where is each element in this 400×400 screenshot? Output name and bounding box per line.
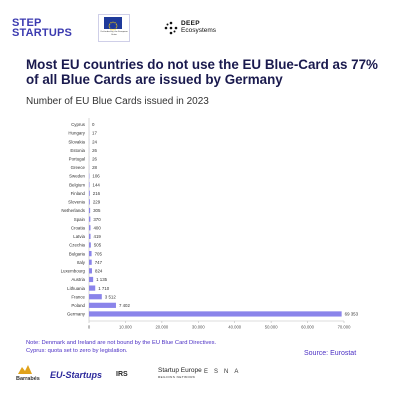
data-label: 229 [93,200,101,205]
data-label: 305 [93,208,101,213]
category-label: Slovenia [68,200,85,205]
category-label: Luxembourg [61,269,86,274]
x-tick-label: 0 [88,325,91,330]
category-label: Cyprus [71,122,86,127]
category-label: Sweden [69,174,85,179]
eu-flag-icon [104,17,122,31]
category-label: Austria [71,277,85,282]
category-label: Hungary [68,131,85,136]
data-label: 400 [93,225,101,230]
bar [89,216,91,222]
data-label: 1 710 [98,286,110,291]
partner-logos: Barrabés EU-Startups IRS Startup Europe … [0,362,400,392]
data-label: 106 [92,174,100,179]
category-label: Netherlands [61,208,85,213]
data-label: 0 [92,122,95,127]
barrabes-mark-icon [18,365,32,374]
deep-word: DEEP [181,20,200,27]
category-label: Latvia [73,234,85,239]
data-label: 24 [92,139,97,144]
data-label: 505 [94,243,102,248]
category-label: France [71,294,85,299]
bar [89,199,90,205]
data-label: 17 [92,131,97,136]
logo-line-2: STARTUPS [12,27,73,39]
data-label: 7 402 [119,303,131,308]
category-label: Greece [71,165,86,170]
category-label: Italy [77,260,86,265]
data-label: 28 [92,165,97,170]
bar [89,311,342,317]
category-label: Bulgaria [69,251,86,256]
data-label: 1 135 [96,277,108,282]
chart-subtitle: Number of EU Blue Cards issued in 2023 [26,96,209,107]
footnote: Note: Denmark and Ireland are not bound … [26,340,217,354]
eu-caption: Co-funded by the European Union [100,31,128,36]
category-label: Poland [71,303,85,308]
deep-ecosystems-logo: DEEP Ecosystems [181,20,216,34]
ecosystems-word: Ecosystems [181,27,217,34]
startup-europe-logo: Startup Europe REGIONS NETWORK [158,367,202,380]
data-label: 69 353 [345,312,359,317]
barrabes-logo: Barrabés [16,376,40,382]
category-label: Estonia [70,148,85,153]
data-label: 26 [92,156,97,161]
bar [89,294,102,300]
data-label: 216 [93,191,101,196]
bar [89,225,91,231]
data-label: 705 [95,251,103,256]
eu-cofunded-logo [98,14,130,42]
irs-logo: IRS [116,371,128,378]
startup-europe-name: Startup Europe [158,367,202,374]
startup-europe-sub: REGIONS NETWORK [158,375,196,379]
data-label: 3 512 [105,294,117,299]
category-label: Spain [74,217,86,222]
bar [89,207,91,214]
x-tick-label: 30.000 [192,325,205,330]
headline: Most EU countries do not use the EU Blue… [26,57,378,87]
deep-ecosystems-icon [164,20,178,39]
category-label: Czechia [69,243,85,248]
data-label: 144 [93,182,101,187]
bar [89,182,90,188]
category-label: Croatia [71,225,86,230]
x-tick-label: 10.000 [119,325,132,330]
x-tick-label: 20.000 [155,325,168,330]
data-label: 824 [95,269,103,274]
category-label: Germany [67,312,86,317]
esna-logo: ESNA [204,369,245,375]
eu-startups-logo: EU-Startups [50,370,103,380]
category-label: Lithuania [67,286,85,291]
data-label: 419 [94,234,102,239]
category-label: Portugal [69,156,85,161]
bar [89,190,90,196]
step-startups-logo: STEP STARTUPS [12,17,73,39]
category-label: Finland [71,191,86,196]
x-tick-label: 40.000 [228,325,241,330]
source-label: Source: Eurostat [304,350,357,357]
bar [89,251,92,257]
bar [89,285,96,291]
category-label: Belgium [69,182,85,187]
bar [89,233,91,239]
bar [89,268,93,274]
bar [89,276,94,283]
x-tick-label: 60.000 [301,325,314,330]
data-label: 370 [93,217,101,222]
category-label: Slovakia [68,139,85,144]
bar [89,302,116,308]
bar [89,242,91,248]
logo-line-1: STEP [12,17,42,29]
x-tick-label: 50.000 [265,325,278,330]
x-tick-label: 70.000 [338,325,351,330]
bar [89,259,92,265]
data-label: 26 [92,148,97,153]
data-label: 747 [95,260,103,265]
